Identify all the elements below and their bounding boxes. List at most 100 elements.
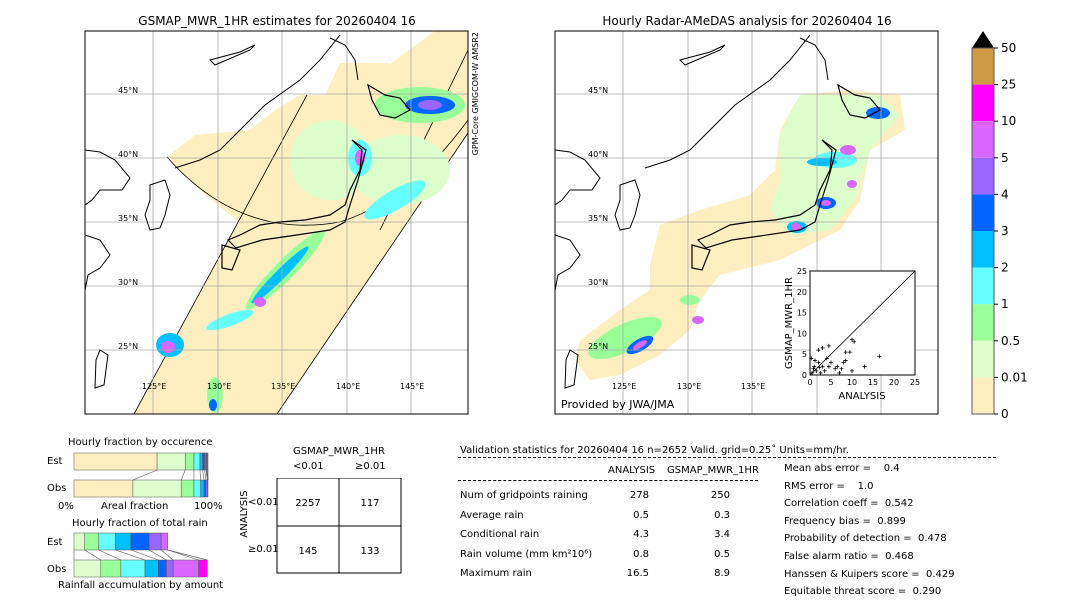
colorbar-label: 5 xyxy=(1001,151,1009,165)
scatter-point xyxy=(852,339,857,344)
score: False alarm ratio = 0.468 xyxy=(784,551,914,562)
scatter-point xyxy=(877,354,882,359)
total-rain-obs-segment xyxy=(144,559,159,578)
contingency-row1: <0.01 xyxy=(248,497,279,508)
rain-blobs xyxy=(156,87,465,413)
contingency-row-label: ANALYSIS xyxy=(239,490,250,537)
occurrence-est-segment xyxy=(156,452,186,471)
total-rain-est-label: Est xyxy=(47,537,63,548)
stat-gsmap: 0.5 xyxy=(714,548,730,560)
colorbar-label: 2 xyxy=(1001,261,1009,275)
stat-analysis: 0.8 xyxy=(633,548,649,560)
lat-label: 45°N xyxy=(118,86,138,95)
lat-label: 35°N xyxy=(588,214,608,223)
occurrence-est-segment xyxy=(193,452,201,471)
contingency-col2: ≥0.01 xyxy=(355,461,386,472)
occurrence-obs-segment xyxy=(207,479,209,498)
score: RMS error = 1.0 xyxy=(784,480,874,492)
score: Equitable threat score = 0.290 xyxy=(784,586,942,598)
cell-false-alarm: 117 xyxy=(360,498,379,509)
occurrence-est-segment xyxy=(199,452,203,471)
occurrence-obs-segment xyxy=(193,479,201,498)
total-rain-obs-segment xyxy=(172,559,199,578)
stat-gsmap: 8.9 xyxy=(714,568,730,579)
scatter-point xyxy=(843,350,848,355)
scatter-point xyxy=(818,370,823,375)
occurrence-obs-segment xyxy=(132,479,182,498)
stat-analysis: 4.3 xyxy=(633,529,649,540)
lat-label: 25°N xyxy=(588,342,608,351)
colorbar-swatch xyxy=(972,121,994,158)
scatter-point xyxy=(820,345,825,350)
colorbar-swatch xyxy=(972,304,994,341)
lon-label: 140°E xyxy=(336,382,360,391)
scatter-point xyxy=(811,366,816,371)
scatter-point xyxy=(820,364,825,369)
right-map-title: Hourly Radar-AMeDAS analysis for 2026040… xyxy=(602,14,892,28)
score: Probability of detection = 0.478 xyxy=(784,533,947,545)
total-rain-obs-segment xyxy=(120,559,146,578)
colorbar-swatch xyxy=(972,231,994,268)
lon-label: 135°E xyxy=(741,382,765,391)
total-rain-est-segment xyxy=(148,532,162,551)
lat-label: 30°N xyxy=(118,278,138,287)
scatter-ytick: 0 xyxy=(802,371,807,380)
scatter-point xyxy=(809,356,814,361)
scatter-point xyxy=(810,370,815,375)
scatter-point xyxy=(826,343,831,348)
colorbar: 50 25 10 5 4 3 2 1 0.5 0.01 0 xyxy=(971,31,1028,421)
cell-hits-none: 2257 xyxy=(295,498,320,509)
colorbar-label: 10 xyxy=(1001,114,1016,128)
validation-header: Validation statistics for 20260404 16 n=… xyxy=(460,445,849,456)
scatter-point xyxy=(837,370,842,375)
total-rain-xlabel: Rainfall accumulation by amount xyxy=(58,580,224,591)
colorbar-label: 50 xyxy=(1001,41,1016,55)
scatter-ytick: 15 xyxy=(797,309,807,318)
stat-gsmap: 250 xyxy=(710,490,730,501)
scatter-point xyxy=(850,368,854,373)
occurrence-est-segment xyxy=(202,452,205,471)
scatter-point xyxy=(841,360,846,365)
scatter-xtick: 20 xyxy=(889,378,899,387)
lon-label: 135°E xyxy=(271,382,295,391)
occurrence-est-segment xyxy=(73,452,158,471)
lon-label: 145°E xyxy=(400,382,424,391)
occurrence-title: Hourly fraction by occurence xyxy=(68,437,213,448)
lat-label: 40°N xyxy=(118,150,138,159)
scatter-point xyxy=(829,360,833,365)
scatter-point xyxy=(847,350,852,355)
scatter-point xyxy=(816,360,821,365)
scatter-point xyxy=(833,366,838,371)
total-rain-obs-segment xyxy=(158,559,167,578)
maps: 45°N 40°N 35°N 30°N 25°N 125°E 130°E 135… xyxy=(84,30,1028,421)
scatter-point xyxy=(826,364,831,369)
total-rain-est-segment xyxy=(98,532,116,551)
scatter-ytick: 5 xyxy=(802,350,807,359)
score: Hanssen & Kuipers score = 0.429 xyxy=(784,568,955,580)
right-map: 45°N 40°N 35°N 30°N 25°N 125°E 130°E 135… xyxy=(555,31,938,414)
stat-label: Average rain xyxy=(460,509,524,521)
lat-label: 25°N xyxy=(118,342,138,351)
total-rain-est-segment xyxy=(160,532,169,551)
fraction-bars xyxy=(73,452,209,578)
stat-label: Rain volume (mm km²10⁶) xyxy=(460,548,593,560)
colorbar-swatch xyxy=(972,340,994,378)
scatter-point xyxy=(835,364,840,369)
colorbar-swatch xyxy=(972,48,994,85)
total-rain-est-segment xyxy=(115,532,132,551)
scatter-point xyxy=(822,368,827,373)
scatter-xlabel: ANALYSIS xyxy=(838,391,885,402)
occurrence-obs-segment xyxy=(203,479,207,498)
sensor-label-gpm: GPM-Core GMI xyxy=(471,98,480,155)
occurrence-x0: 0% xyxy=(58,501,74,512)
swath-coverage xyxy=(134,31,468,414)
occurrence-est-segment xyxy=(207,452,209,471)
occurrence-obs-segment xyxy=(73,479,134,498)
colorbar-swatch xyxy=(972,267,994,305)
scatter-ylabel: GSMAP_MWR_1HR xyxy=(784,277,795,369)
lat-label: 35°N xyxy=(118,214,138,223)
stat-gsmap: 0.3 xyxy=(714,509,730,521)
stat-label: Num of gridpoints raining xyxy=(460,490,588,501)
scatter-point xyxy=(850,337,854,342)
scatter-point xyxy=(862,364,867,369)
